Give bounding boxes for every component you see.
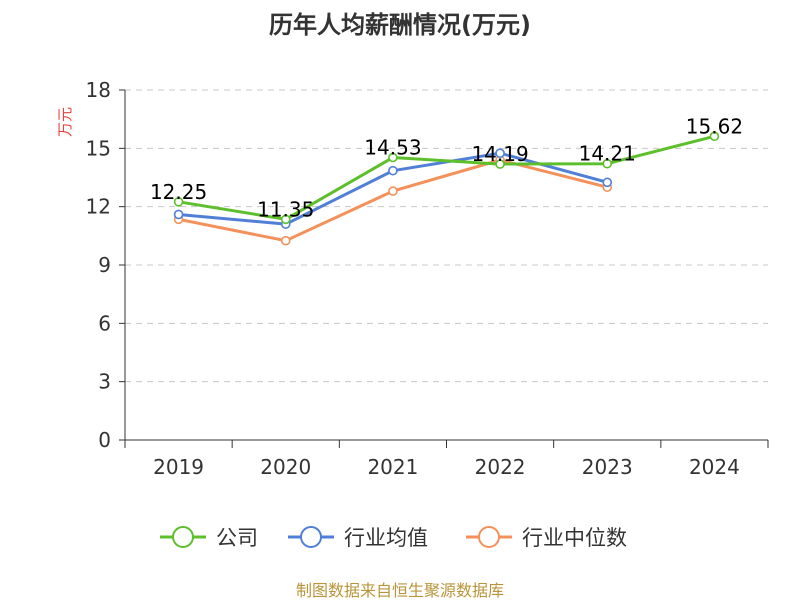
legend-label: 行业中位数 — [522, 526, 627, 550]
data-labels: 12.25 11.35 14.53 14.19 14.21 15.62 — [150, 114, 743, 221]
data-label: 11.35 — [257, 197, 314, 221]
x-tick-label: 2020 — [260, 455, 311, 479]
y-tick-label: 0 — [98, 428, 111, 452]
data-point — [602, 158, 613, 169]
data-point — [602, 177, 613, 188]
data-label: 15.62 — [686, 114, 743, 138]
y-tick-label: 3 — [98, 370, 111, 394]
y-axis-label: 万元 — [56, 107, 74, 137]
data-point — [173, 197, 184, 207]
data-label: 14.53 — [364, 135, 421, 159]
y-tick-labels: 0 3 6 9 12 15 18 — [86, 78, 111, 452]
y-tick-label: 18 — [86, 78, 111, 102]
x-tick-label: 2019 — [153, 455, 204, 479]
data-point — [280, 235, 291, 246]
x-tick-label: 2021 — [367, 455, 418, 479]
x-tick-labels: 2019 2020 2021 2022 2023 2024 — [153, 455, 740, 479]
legend-label: 公司 — [216, 526, 258, 550]
data-point — [173, 209, 184, 220]
data-point — [495, 159, 505, 169]
y-tick-label: 9 — [98, 253, 111, 277]
y-tick-label: 12 — [86, 195, 111, 219]
legend-marker — [300, 526, 322, 548]
series-line — [178, 134, 715, 221]
legend-marker — [478, 526, 500, 548]
axes — [119, 89, 769, 448]
data-label: 14.21 — [579, 142, 636, 166]
data-point — [495, 148, 505, 158]
data-point — [280, 214, 291, 225]
chart-title: 历年人均薪酬情况(万元) — [269, 11, 531, 39]
series-lines — [173, 131, 720, 246]
x-tick-label: 2024 — [689, 455, 740, 479]
y-tick-label: 6 — [98, 311, 111, 335]
legend-item[interactable]: 行业中位数 — [466, 526, 627, 550]
gridlines — [125, 89, 768, 383]
y-tick-label: 15 — [86, 136, 111, 160]
x-tick-label: 2023 — [582, 455, 633, 479]
data-point — [388, 152, 398, 163]
legend-item[interactable]: 行业均值 — [288, 526, 428, 550]
data-label: 14.19 — [471, 142, 528, 166]
data-label: 12.25 — [150, 180, 207, 204]
x-tick-label: 2022 — [475, 455, 526, 479]
legend-item[interactable]: 公司 — [160, 526, 258, 550]
data-point — [388, 165, 398, 176]
data-point — [388, 186, 398, 196]
data-point — [709, 131, 720, 142]
legend[interactable]: 公司 行业均值 行业中位数 — [160, 526, 627, 550]
source-note: 制图数据来自恒生聚源数据库 — [296, 581, 504, 600]
legend-marker — [172, 526, 194, 548]
legend-label: 行业均值 — [344, 526, 428, 550]
